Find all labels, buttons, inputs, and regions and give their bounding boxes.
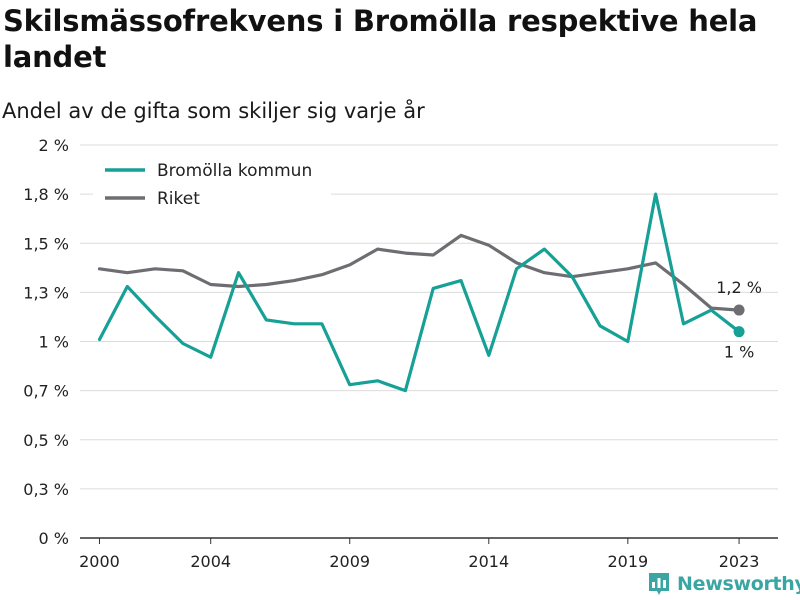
series-line-riket <box>97 233 741 312</box>
y-tick-label: 0,5 % <box>23 431 69 450</box>
chart-subtitle: Andel av de gifta som skiljer sig varje … <box>2 99 425 123</box>
x-tick-label: 2019 <box>607 552 648 571</box>
x-tick-label: 2000 <box>79 552 120 571</box>
y-axis-ticks: 0 % 0,3 % 0,5 % 0,7 % 1 % 1,3 % 1,5 % 1,8 % 2 % <box>23 136 69 548</box>
x-tick-label: 2009 <box>329 552 370 571</box>
y-tick-label: 0 % <box>39 529 69 548</box>
y-tick-label: 0,3 % <box>23 480 69 499</box>
grid-lines <box>80 144 778 490</box>
y-tick-label: 1 % <box>39 333 69 352</box>
series-line-bromolla <box>97 192 741 393</box>
x-axis: 2000 2004 2009 2014 2019 2023 <box>79 537 778 571</box>
series-group <box>97 192 741 393</box>
chart-title: Skilsmässofrekvens i Bromölla respektive… <box>3 4 758 74</box>
end-label-bromolla: 1 % <box>724 343 754 362</box>
end-point-riket <box>733 304 745 316</box>
brand-name: Newsworthy <box>677 573 800 595</box>
legend-label: Bromölla kommun <box>157 161 312 181</box>
y-tick-label: 0,7 % <box>23 382 69 401</box>
newsworthy-brand: Newsworthy <box>647 570 800 598</box>
series-endpoints: 1 % 1,2 % <box>716 278 762 362</box>
y-tick-label: 1,8 % <box>23 185 69 204</box>
x-tick-label: 2014 <box>468 552 509 571</box>
legend-label: Riket <box>157 189 200 209</box>
y-tick-label: 2 % <box>39 136 69 155</box>
legend: Bromölla kommun Riket <box>93 153 331 215</box>
legend-background <box>93 153 331 215</box>
newsworthy-logo-icon <box>649 573 669 595</box>
x-tick-label: 2004 <box>190 552 231 571</box>
end-label-riket: 1,2 % <box>716 278 762 297</box>
y-tick-label: 1,5 % <box>23 234 69 253</box>
x-tick-label: 2023 <box>719 552 760 571</box>
end-point-bromolla <box>733 326 745 338</box>
y-tick-label: 1,3 % <box>23 283 69 302</box>
